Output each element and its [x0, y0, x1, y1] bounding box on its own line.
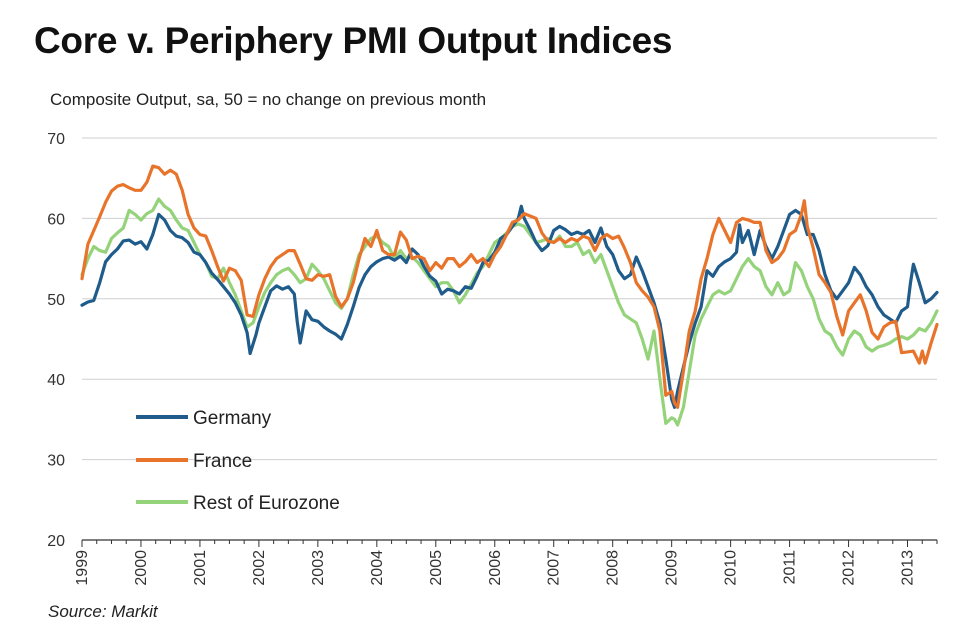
x-tick-label: 2007 — [546, 550, 563, 586]
x-tick-label: 2000 — [133, 550, 150, 586]
chart-subtitle: Composite Output, sa, 50 = no change on … — [50, 90, 487, 109]
x-axis: 1999 2000 2001 2002 2003 2004 2005 2006 2007 2008… — [74, 539, 938, 586]
x-tick-label: 2008 — [605, 550, 622, 586]
legend-label: Rest of Eurozone — [193, 493, 340, 514]
y-axis-ticks: 20 30 40 50 60 70 — [47, 131, 65, 550]
x-tick-label: 2010 — [723, 550, 740, 586]
legend-label: Germany — [193, 408, 272, 429]
x-tick-label: 1999 — [74, 550, 91, 586]
source-note: Source: Markit — [48, 602, 158, 621]
y-tick-label: 60 — [47, 211, 65, 228]
y-tick-label: 50 — [47, 292, 65, 309]
x-tick-label: 2006 — [487, 550, 504, 586]
y-tick-label: 20 — [47, 533, 65, 550]
x-tick-label: 2011 — [782, 550, 799, 585]
y-tick-label: 40 — [47, 372, 65, 389]
chart-title: Core v. Periphery PMI Output Indices — [34, 20, 673, 61]
grid-lines — [82, 137, 937, 461]
x-tick-label: 2012 — [841, 550, 858, 586]
x-tick-label: 2004 — [369, 550, 386, 586]
x-tick-label: 2001 — [192, 550, 209, 586]
x-tick-label: 2005 — [428, 550, 445, 586]
x-tick-label: 2013 — [900, 550, 917, 586]
x-tick-label: 2003 — [310, 550, 327, 586]
series-line-france — [80, 164, 939, 409]
y-tick-label: 70 — [47, 131, 65, 148]
legend-label: France — [193, 451, 252, 472]
series-lines — [80, 164, 939, 427]
legend: Germany France Rest of Eurozone — [136, 408, 340, 514]
y-tick-label: 30 — [47, 453, 65, 470]
x-tick-label: 2009 — [664, 550, 681, 586]
x-tick-label: 2002 — [251, 550, 268, 586]
